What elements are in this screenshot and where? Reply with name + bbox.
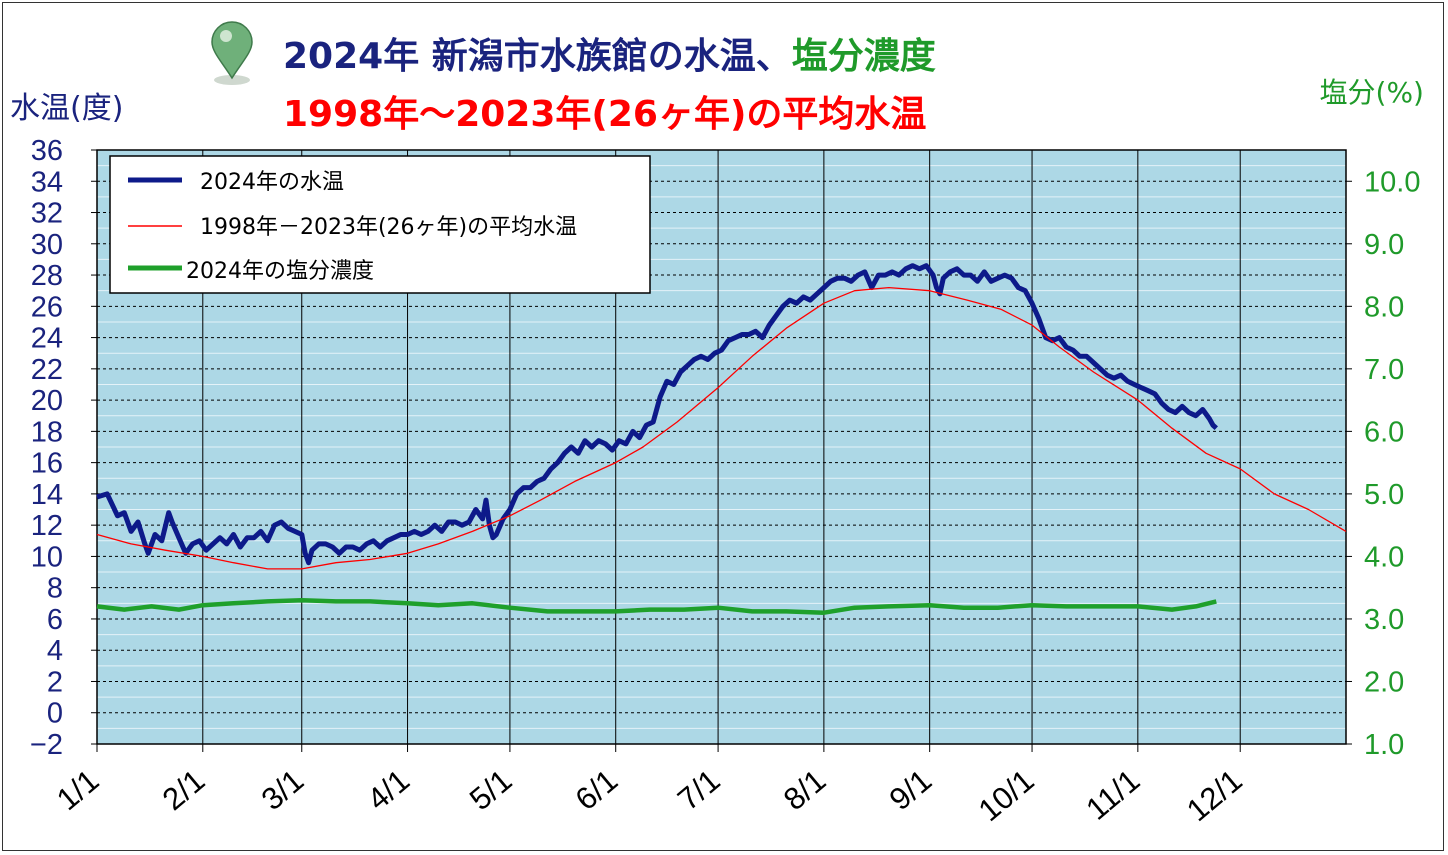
x-tick-label: 9/1 — [883, 763, 939, 818]
plot-border — [96, 149, 1347, 745]
legend-entry-salinity: 2024年の塩分濃度 — [186, 259, 374, 284]
right-axis-ticks: 10.0 9.0 8.0 7.0 6.0 5.0 4.0 3.0 2.0 1.0 — [1346, 166, 1420, 761]
left-tick-label: 10 — [31, 541, 63, 573]
right-tick-label: 1.0 — [1364, 729, 1404, 761]
x-tick-label: 5/1 — [463, 763, 519, 818]
legend: 2024年の水温 1998年－2023年(26ヶ年)の平均水温 2024年の塩分… — [109, 155, 651, 294]
left-tick-label: 6 — [47, 604, 63, 636]
title-part-salinity: 塩分濃度 — [792, 36, 936, 77]
x-tick-label: 1/1 — [50, 763, 106, 818]
x-tick-label: 11/1 — [1079, 763, 1146, 827]
series-line-1 — [96, 286, 1347, 570]
right-tick-label: 9.0 — [1364, 229, 1404, 261]
x-tick-label: 2/1 — [156, 763, 212, 818]
legend-entry-temperature: 2024年の水温 — [200, 170, 344, 195]
left-tick-label: −2 — [30, 729, 63, 761]
chart-subtitle: 1998年～2023年(26ヶ年)の平均水温 — [283, 94, 926, 135]
right-tick-label: 4.0 — [1364, 541, 1404, 573]
x-tick-label: 12/1 — [1180, 763, 1249, 829]
left-tick-label: 20 — [31, 385, 63, 417]
series-line-2 — [96, 597, 1217, 615]
left-tick-label: 28 — [31, 260, 63, 292]
left-tick-label: 26 — [31, 291, 63, 323]
right-tick-label: 3.0 — [1364, 604, 1404, 636]
right-tick-label: 8.0 — [1364, 291, 1404, 323]
x-tick-label: 4/1 — [361, 763, 417, 818]
left-tick-label: 32 — [31, 198, 63, 230]
left-axis-label: 水温(度) — [10, 91, 123, 126]
left-tick-label: 8 — [47, 573, 63, 605]
left-tick-label: 4 — [47, 635, 63, 667]
title-part-temperature: 2024年 新潟市水族館の水温、 — [283, 35, 792, 77]
right-tick-label: 5.0 — [1364, 479, 1404, 511]
x-axis-ticks: 1/1 2/1 3/1 4/1 5/1 6/1 7/1 8/1 9/1 10/1 11/1 12/1 — [50, 744, 1249, 828]
right-tick-label: 10.0 — [1364, 166, 1420, 198]
legend-entry-average: 1998年－2023年(26ヶ年)の平均水温 — [200, 215, 577, 240]
left-tick-label: 22 — [31, 354, 63, 386]
left-tick-label: 16 — [31, 448, 63, 480]
legend-box — [109, 155, 651, 294]
left-tick-label: 18 — [31, 416, 63, 448]
x-tick-label: 3/1 — [255, 763, 311, 818]
series-line-0 — [96, 263, 1218, 566]
right-tick-label: 6.0 — [1364, 416, 1404, 448]
left-tick-label: 2 — [47, 666, 63, 698]
chart-title: 2024年 新潟市水族館の水温、塩分濃度 — [283, 35, 936, 77]
left-tick-label: 24 — [31, 323, 63, 355]
left-tick-label: 0 — [47, 698, 63, 730]
left-tick-label: 30 — [31, 229, 63, 261]
x-tick-label: 8/1 — [777, 763, 833, 818]
left-tick-label: 14 — [31, 479, 63, 511]
x-tick-label: 6/1 — [569, 763, 625, 818]
x-tick-label: 10/1 — [972, 763, 1041, 829]
x-tick-label: 7/1 — [671, 763, 727, 818]
map-pin-icon — [211, 21, 253, 85]
right-axis-label: 塩分(%) — [1320, 76, 1424, 109]
left-tick-label: 34 — [31, 166, 63, 198]
left-tick-label: 12 — [31, 510, 63, 542]
right-tick-label: 7.0 — [1364, 354, 1404, 386]
left-tick-label: 36 — [31, 135, 63, 167]
right-tick-label: 2.0 — [1364, 666, 1404, 698]
